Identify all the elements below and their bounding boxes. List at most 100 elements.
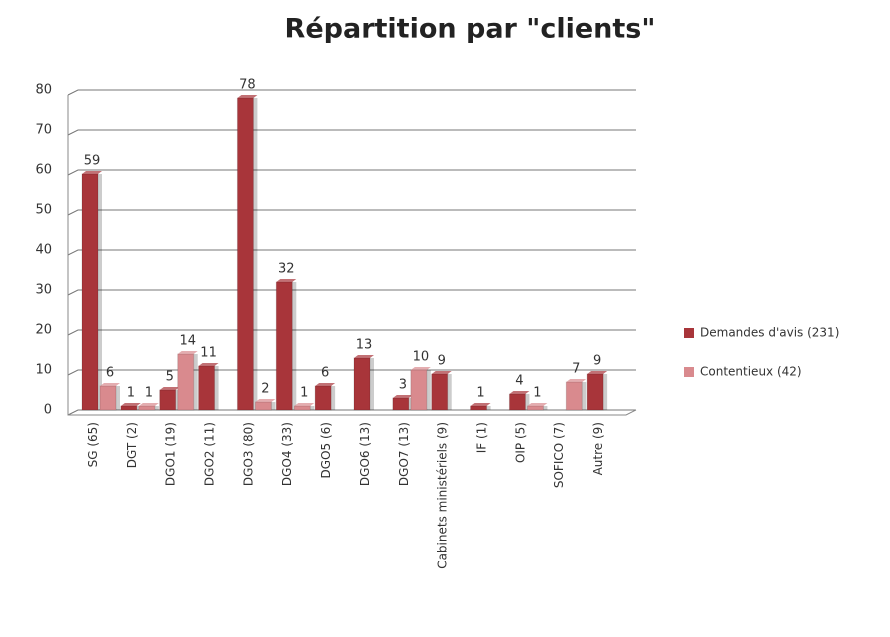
data-label: 11 <box>200 346 217 361</box>
bar-top <box>159 387 180 390</box>
bar-side <box>582 382 587 410</box>
bar <box>81 173 99 411</box>
bar <box>431 373 449 411</box>
bar <box>120 405 138 411</box>
data-label: 9 <box>593 354 601 369</box>
bar-side <box>214 366 219 410</box>
bar <box>236 97 254 411</box>
x-tick-label: DGO6 (13) <box>358 422 372 486</box>
legend-swatch <box>684 328 694 338</box>
bar-top <box>120 403 141 406</box>
data-label: 4 <box>515 374 523 389</box>
data-label: 59 <box>84 154 101 169</box>
grid-line <box>67 249 636 256</box>
y-tick-label: 60 <box>35 163 52 178</box>
bar <box>293 405 311 411</box>
grid-line <box>67 369 636 376</box>
bar-side <box>426 370 431 410</box>
grid-line <box>67 289 636 296</box>
bar-side <box>193 354 198 410</box>
x-tick-label: OIP (5) <box>513 422 527 463</box>
bar-side <box>486 406 491 410</box>
bar-side <box>98 174 102 410</box>
bar <box>470 405 488 411</box>
axis <box>67 95 637 416</box>
data-label: 13 <box>356 338 373 353</box>
y-tick-label: 40 <box>35 243 52 258</box>
bar <box>159 389 177 411</box>
bar-side <box>331 386 336 410</box>
bar <box>314 385 332 411</box>
data-label: 78 <box>239 78 256 93</box>
x-tick-label: SOFICO (7) <box>552 422 566 488</box>
x-tick-label: DGO5 (6) <box>319 422 333 478</box>
bar <box>526 405 544 411</box>
bar-top <box>177 351 198 354</box>
bar-top <box>315 383 336 386</box>
bar-top <box>410 367 431 370</box>
bar <box>275 281 293 411</box>
grid-line <box>67 169 636 176</box>
bar-top <box>255 399 276 402</box>
x-tick-label: SG (65) <box>86 422 100 467</box>
bar-top <box>237 95 258 98</box>
bar <box>410 369 428 411</box>
bar <box>198 365 216 411</box>
legend-swatch <box>684 367 694 377</box>
bar-top <box>431 371 452 374</box>
x-tick-label: DGO4 (33) <box>280 422 294 486</box>
bar-side <box>543 406 548 410</box>
bar-top <box>470 403 491 406</box>
y-tick-label: 0 <box>44 403 52 418</box>
x-tick-label: Cabinets ministériels (9) <box>436 422 450 569</box>
bar-top <box>198 363 219 366</box>
data-label: 32 <box>278 262 295 277</box>
bar-top <box>527 403 548 406</box>
data-label: 5 <box>166 370 174 385</box>
data-label: 6 <box>106 366 114 381</box>
bar-side <box>525 394 530 410</box>
bar-top <box>276 279 297 282</box>
bar-top <box>100 383 120 386</box>
y-tick-label: 70 <box>35 123 52 138</box>
x-tick-label: Autre (9) <box>591 422 605 475</box>
grid-line <box>67 209 636 216</box>
bar-side <box>603 374 608 410</box>
data-label: 10 <box>413 350 430 365</box>
bar-top <box>587 371 608 374</box>
bar-top <box>566 379 587 382</box>
data-label: 1 <box>533 386 541 401</box>
bar <box>508 393 526 411</box>
bar <box>177 353 195 411</box>
bar-side <box>447 374 452 410</box>
data-label: 3 <box>399 378 407 393</box>
bar-side <box>116 386 120 410</box>
bar-side <box>310 406 315 410</box>
x-tick-label: IF (1) <box>475 422 489 453</box>
legend-label: Demandes d'avis (231) <box>700 326 839 340</box>
y-tick-label: 10 <box>35 363 52 378</box>
bar <box>99 385 117 411</box>
x-tick-label: DGO2 (11) <box>203 422 217 486</box>
x-tick-label: DGO1 (19) <box>164 422 178 486</box>
data-label: 6 <box>321 366 329 381</box>
x-tick-label: DGO7 (13) <box>397 422 411 486</box>
bar-side <box>154 406 159 410</box>
data-label: 9 <box>438 354 446 369</box>
bar-top <box>354 355 374 358</box>
bar-top <box>82 171 102 174</box>
data-label: 7 <box>572 362 580 377</box>
bar-side <box>292 282 297 410</box>
bar <box>586 373 604 411</box>
bar-side <box>370 358 374 410</box>
data-label: 1 <box>127 386 135 401</box>
chart-title: Répartition par "clients" <box>285 14 656 45</box>
bar-side <box>253 98 258 410</box>
grid-line <box>67 129 636 136</box>
x-tick-label: DGO3 (80) <box>241 422 255 486</box>
y-tick-label: 50 <box>35 203 52 218</box>
y-tick-label: 30 <box>35 283 52 298</box>
y-tick-label: 20 <box>35 323 52 338</box>
bar-top <box>294 403 315 406</box>
bar <box>353 357 371 411</box>
